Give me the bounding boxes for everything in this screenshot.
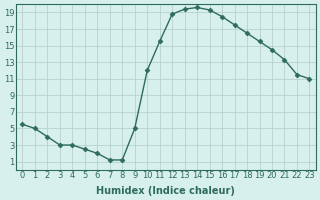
X-axis label: Humidex (Indice chaleur): Humidex (Indice chaleur)	[97, 186, 236, 196]
